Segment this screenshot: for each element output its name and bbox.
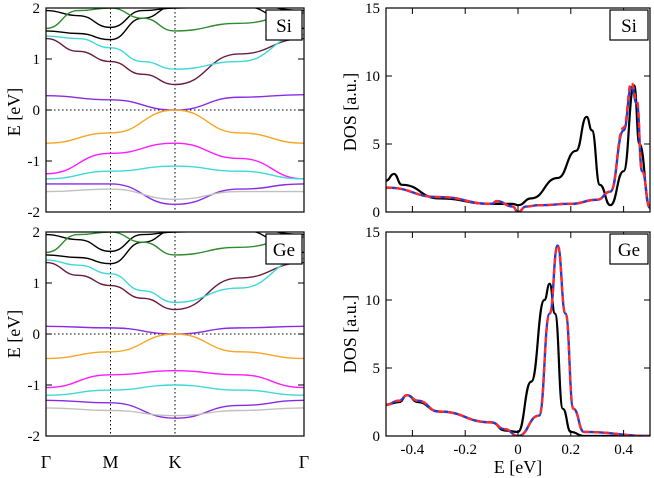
kpoint-label-3: Γ	[299, 452, 309, 472]
x-tick-label: -0.4	[401, 442, 425, 458]
y-tick-label: 2	[33, 225, 41, 241]
dos-ge-panel: 0 5 10 15 -0.4 -0.2 0 0.2 0.4 Ge	[365, 225, 651, 458]
dos-ge-ylabel: DOS [a.u.]	[340, 295, 360, 374]
band-line-black2	[46, 8, 304, 30]
band-line-maroon	[46, 37, 304, 86]
y-tick-label: -1	[28, 378, 41, 394]
band-line-gray	[46, 407, 304, 417]
material-label: Ge	[618, 240, 640, 261]
band-line-cyan	[46, 257, 304, 304]
band-line-maroon	[46, 261, 304, 311]
dos-series-group	[386, 244, 650, 436]
y-tick-label: 15	[365, 225, 380, 241]
band-structure-ge-panel: 2 1 0 -1 -2 Ge Γ M K Γ	[28, 225, 310, 472]
material-label: Si	[276, 16, 292, 37]
dos-line-blue	[386, 85, 650, 212]
band-line-orange	[46, 333, 304, 360]
dos-si-ylabel: DOS [a.u.]	[340, 73, 360, 152]
y-tick-label: 1	[33, 52, 41, 68]
y-tick-label: 0	[373, 429, 381, 445]
kpoint-label-2: K	[169, 452, 182, 472]
y-tick-label: 5	[373, 137, 381, 153]
band-line-green	[46, 8, 304, 32]
y-tick-label: -1	[28, 154, 41, 170]
material-box	[609, 9, 649, 41]
band-series-group	[46, 232, 304, 419]
x-tick-label: 0.4	[614, 442, 633, 458]
dos-line-red	[386, 81, 650, 212]
dos-line-red	[386, 244, 650, 436]
y-tick-label: 5	[373, 361, 381, 377]
dos-line-black	[386, 282, 650, 436]
kpoint-label-1: M	[102, 452, 118, 472]
band-line-purple2	[46, 399, 304, 419]
dos-si-panel: 0 5 10 15 Si	[365, 1, 651, 221]
material-label: Ge	[273, 240, 295, 261]
dos-xlabel: E [eV]	[494, 457, 542, 477]
band-ge-ylabel: E [eV]	[4, 310, 24, 358]
dos-line-blue	[386, 244, 650, 436]
band-line-cyan2	[46, 384, 304, 396]
band-line-cyan	[46, 33, 304, 70]
band-line-magenta	[46, 142, 304, 180]
x-tick-label: 0.2	[561, 442, 580, 458]
band-structure-si-panel: 2 1 0 -1 -2 Si	[28, 1, 305, 221]
x-tick-label: 0	[514, 442, 522, 458]
y-tick-label: -2	[28, 429, 41, 445]
band-line-gray	[46, 188, 304, 200]
kpoint-label-0: Γ	[41, 452, 51, 472]
material-box	[609, 233, 649, 265]
y-tick-label: 2	[33, 1, 41, 17]
y-tick-label: -2	[28, 205, 41, 221]
material-label: Si	[621, 16, 637, 37]
band-series-group	[46, 8, 304, 206]
y-tick-label: 0	[373, 205, 381, 221]
y-tick-label: 0	[33, 103, 41, 119]
dos-series-group	[386, 81, 650, 212]
dos-line-black	[386, 84, 650, 210]
band-line-green	[46, 232, 304, 256]
band-line-black2	[46, 232, 304, 254]
band-line-magenta	[46, 370, 304, 389]
y-tick-label: 10	[365, 293, 380, 309]
y-tick-label: 1	[33, 276, 41, 292]
band-line-orange	[46, 109, 304, 144]
x-tick-label: -0.2	[453, 442, 477, 458]
material-box	[265, 9, 303, 41]
band-si-ylabel: E [eV]	[4, 88, 24, 136]
band-line-purple2	[46, 183, 304, 206]
material-box	[265, 233, 303, 265]
y-tick-label: 15	[365, 1, 380, 17]
band-line-cyan2	[46, 165, 304, 180]
y-tick-label: 0	[33, 327, 41, 343]
y-tick-label: 10	[365, 69, 380, 85]
